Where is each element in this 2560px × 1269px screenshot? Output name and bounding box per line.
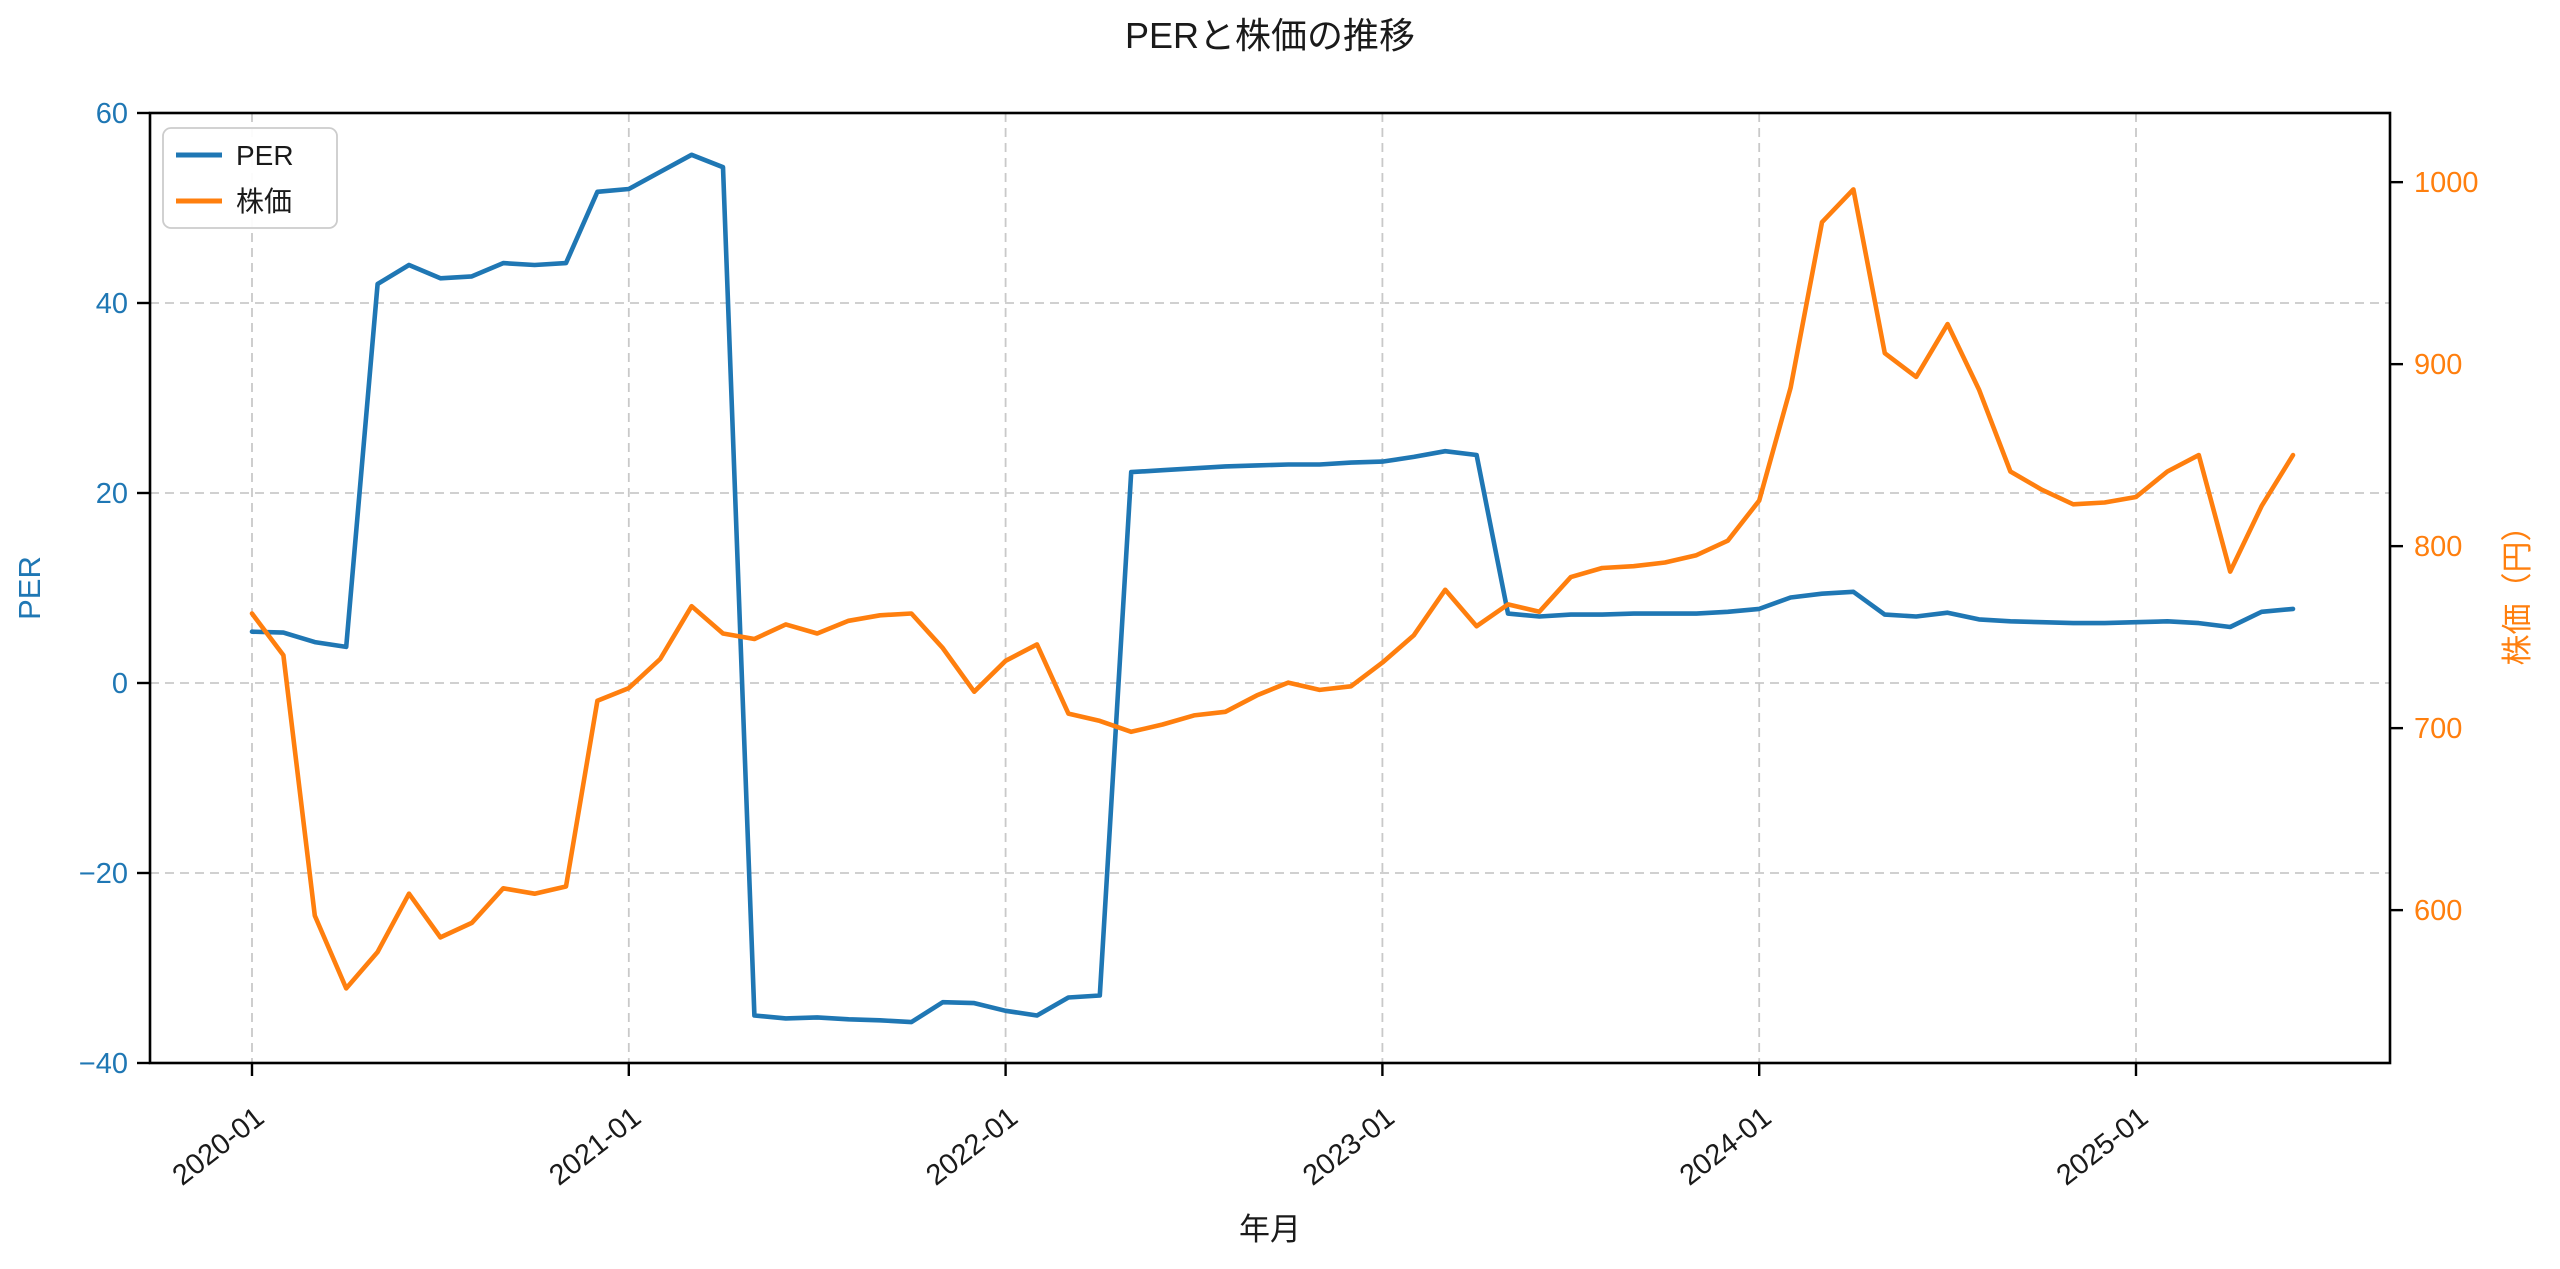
chart-title: PERと株価の推移 — [1125, 15, 1415, 56]
y-right-tick-label: 1000 — [2414, 167, 2479, 199]
y-left-tick-label: −40 — [79, 1048, 128, 1080]
legend-label-per: PER — [236, 140, 294, 171]
y-right-tick-label: 800 — [2414, 531, 2462, 563]
y-right-tick-label: 900 — [2414, 349, 2462, 381]
y-left-tick-label: −20 — [79, 858, 128, 890]
price-line — [249, 187, 2296, 991]
axes-frame — [148, 111, 2392, 1065]
per-line — [249, 152, 2296, 1025]
y-left-tick-label: 0 — [112, 668, 128, 700]
y-left-axis-label: PER — [12, 556, 47, 620]
y-right-tick-label: 700 — [2414, 713, 2462, 745]
legend-label-price: 株価 — [236, 186, 292, 217]
x-axis-label: 年月 — [1239, 1212, 1301, 1247]
y-right-axis-label: 株価（円） — [2500, 511, 2535, 666]
y-right-tick-label: 600 — [2414, 895, 2462, 927]
y-left-tick-label: 60 — [96, 98, 128, 130]
y-left-tick-label: 40 — [96, 288, 128, 320]
y-left-tick-label: 20 — [96, 478, 128, 510]
